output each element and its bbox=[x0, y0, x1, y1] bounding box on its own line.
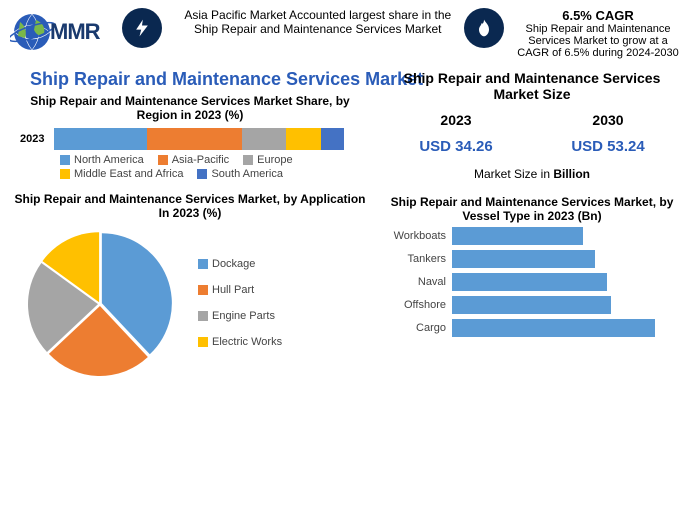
hbar-row: Workboats bbox=[380, 227, 684, 245]
size-val-1: USD 53.24 bbox=[571, 138, 644, 155]
hbar-row: Tankers bbox=[380, 250, 684, 268]
cagr-title: 6.5% CAGR bbox=[512, 8, 684, 23]
hbar-row: Naval bbox=[380, 273, 684, 291]
legend-item: Electric Works bbox=[198, 336, 282, 348]
legend-item: South America bbox=[197, 168, 283, 180]
legend-item: North America bbox=[60, 154, 144, 166]
hbar-fill bbox=[452, 319, 655, 337]
size-caption: Market Size in Billion bbox=[380, 167, 684, 181]
flame-icon bbox=[464, 8, 504, 48]
size-caption-pre: Market Size in bbox=[474, 167, 553, 181]
stacked-segment bbox=[321, 128, 344, 150]
hbar-fill bbox=[452, 273, 607, 291]
logo-text: MMR bbox=[50, 19, 100, 45]
pie-legend: Dockage Hull Part Engine Parts Electric Wor… bbox=[190, 258, 296, 350]
legend-item: Engine Parts bbox=[198, 310, 282, 322]
logo: MMR bbox=[10, 8, 100, 56]
stacked-segment bbox=[147, 128, 243, 150]
header-insight-1: Asia Pacific Market Accounted largest sh… bbox=[112, 8, 464, 48]
hbar-row: Offshore bbox=[380, 296, 684, 314]
size-caption-bold: Billion bbox=[553, 167, 590, 181]
pie-chart-title: Ship Repair and Maintenance Services Mar… bbox=[10, 192, 370, 220]
header-insight-2: 6.5% CAGR Ship Repair and Maintenance Se… bbox=[464, 8, 684, 59]
stacked-segment bbox=[242, 128, 286, 150]
hbar-fill bbox=[452, 250, 595, 268]
legend-item: Hull Part bbox=[198, 284, 282, 296]
size-val-0: USD 34.26 bbox=[419, 138, 492, 155]
hbar-label: Cargo bbox=[380, 322, 452, 334]
hbar-label: Offshore bbox=[380, 299, 452, 311]
legend-item: Asia-Pacific bbox=[158, 154, 229, 166]
hbar-fill bbox=[452, 227, 583, 245]
header: MMR Asia Pacific Market Accounted larges… bbox=[0, 0, 694, 63]
size-title: Ship Repair and Maintenance Services Mar… bbox=[380, 70, 684, 102]
insight-1-text: Asia Pacific Market Accounted largest sh… bbox=[172, 8, 464, 36]
legend-item: Middle East and Africa bbox=[60, 168, 183, 180]
stacked-segment bbox=[54, 128, 147, 150]
hbar-chart-title: Ship Repair and Maintenance Services Mar… bbox=[380, 195, 684, 223]
hbar-row: Cargo bbox=[380, 319, 684, 337]
size-year-1: 2030 bbox=[571, 112, 644, 128]
hbar-chart: Ship Repair and Maintenance Services Mar… bbox=[380, 195, 684, 337]
cagr-text: Ship Repair and Maintenance Services Mar… bbox=[512, 23, 684, 59]
bolt-icon bbox=[122, 8, 162, 48]
hbar-label: Naval bbox=[380, 276, 452, 288]
hbar-label: Tankers bbox=[380, 253, 452, 265]
hbar-fill bbox=[452, 296, 611, 314]
hbar-label: Workboats bbox=[380, 230, 452, 242]
stacked-segment bbox=[286, 128, 321, 150]
legend-item: Europe bbox=[243, 154, 292, 166]
stacked-row-label: 2023 bbox=[20, 133, 54, 145]
stacked-bar-chart: 2023 bbox=[20, 128, 370, 150]
size-year-0: 2023 bbox=[419, 112, 492, 128]
stacked-chart-title: Ship Repair and Maintenance Services Mar… bbox=[10, 94, 370, 122]
stacked-legend: North America Asia-Pacific Europe Middle Ea… bbox=[10, 152, 370, 186]
pie-chart bbox=[10, 224, 190, 384]
legend-item: Dockage bbox=[198, 258, 282, 270]
